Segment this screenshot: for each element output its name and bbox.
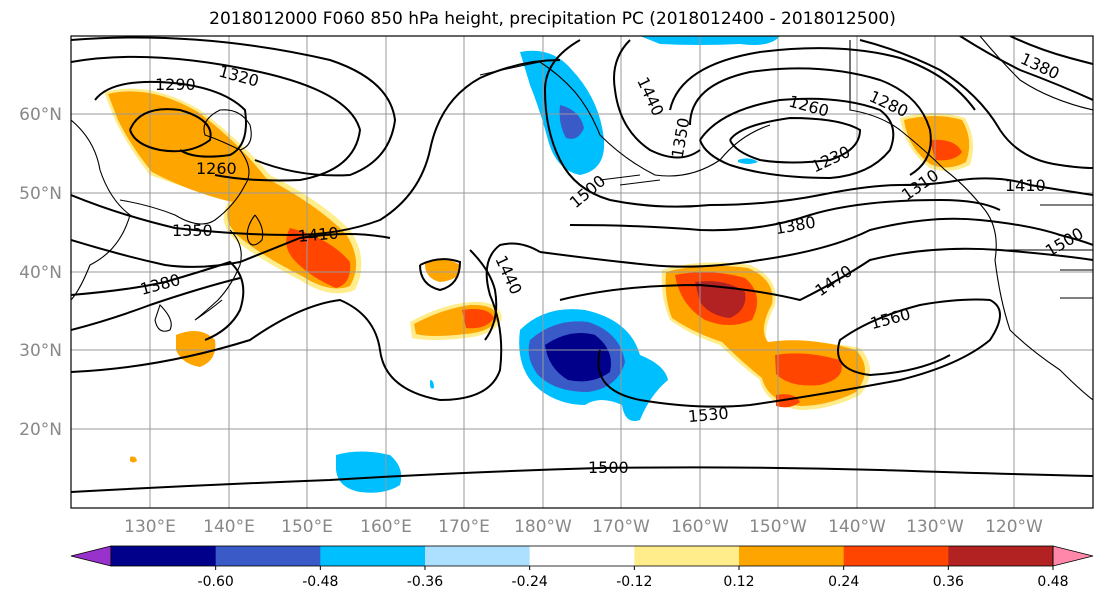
lon-label: 180°W [514,517,572,537]
lat-label: 60°N [19,105,62,125]
colorbar-tick-label: -0.60 [198,574,234,590]
lon-axis: 130°E 140°E 150°E 160°E 170°E 180°W 170°… [124,517,1043,537]
lon-label: 160°W [671,517,729,537]
height-contours [71,36,1093,493]
precip-shading [104,36,974,493]
colorbar-segment [111,546,217,566]
colorbar-segment [739,546,845,566]
precip-negative-region [640,36,780,45]
contour-label: 1260 [196,159,237,178]
map-frame [70,35,1094,509]
lon-label: 120°W [985,517,1043,537]
colorbar-segment [843,546,949,566]
gridlines [71,36,1093,508]
lon-label: 130°E [124,517,176,537]
lon-label: 160°E [360,517,412,537]
colorbar-frame [110,545,1054,567]
lat-axis: 60°N 50°N 40°N 30°N 20°N [19,105,62,440]
precip-negative-region [430,380,434,389]
precip-negative-region [738,158,758,164]
colorbar-tick-label: -0.12 [616,574,652,590]
precip-positive-region [424,259,461,282]
colorbar-tick-label: -0.24 [512,574,548,590]
precip-positive-region [930,139,962,161]
contour-label: 1410 [297,223,339,245]
colorbar-tick-label: -0.36 [407,574,443,590]
lon-label: 140°E [203,517,255,537]
precip-positive-region [462,309,494,329]
lat-label: 30°N [19,341,62,361]
map-title: 2018012000 F060 850 hPa height, precipit… [209,9,896,29]
colorbar: -0.60 -0.48 -0.36 -0.24 -0.12 0.12 0.24 0.36 0.4… [70,545,1094,590]
contour-label: 1530 [687,404,729,426]
colorbar-extend-high [1052,545,1094,567]
colorbar-tick-label: 0.24 [828,574,859,590]
colorbar-segment [948,546,1054,566]
precip-negative-region [559,105,584,139]
colorbar-segment [634,546,740,566]
precip-positive-region [775,353,842,386]
precip-positive-region [695,281,746,318]
lon-label: 130°W [906,517,964,537]
colorbar-tick-label: 0.48 [1037,574,1068,590]
lon-label: 150°W [749,517,807,537]
contour-label: 1410 [1005,176,1046,195]
coastlines [71,36,1093,401]
contour-label: 1290 [155,75,196,94]
precip-negative-region [545,332,611,382]
lat-label: 50°N [19,184,62,204]
colorbar-tick-label: -0.48 [302,574,338,590]
precip-negative-region [336,451,402,493]
lat-label: 20°N [19,420,62,440]
lon-label: 170°E [438,517,490,537]
lon-label: 170°W [592,517,650,537]
precip-positive-region [286,228,351,288]
colorbar-segment [320,546,426,566]
colorbar-segment [215,546,321,566]
contour-label: 1500 [588,458,629,477]
colorbar-tick-label: 0.12 [723,574,754,590]
lon-label: 140°W [828,517,886,537]
contour-label: 1350 [172,221,213,240]
lon-label: 150°E [281,517,333,537]
lat-label: 40°N [19,263,62,283]
colorbar-tick-label: 0.36 [933,574,964,590]
precip-positive-region [130,456,137,463]
colorbar-segment [425,546,531,566]
colorbar-extend-low [70,545,112,567]
colorbar-segment [529,546,635,566]
